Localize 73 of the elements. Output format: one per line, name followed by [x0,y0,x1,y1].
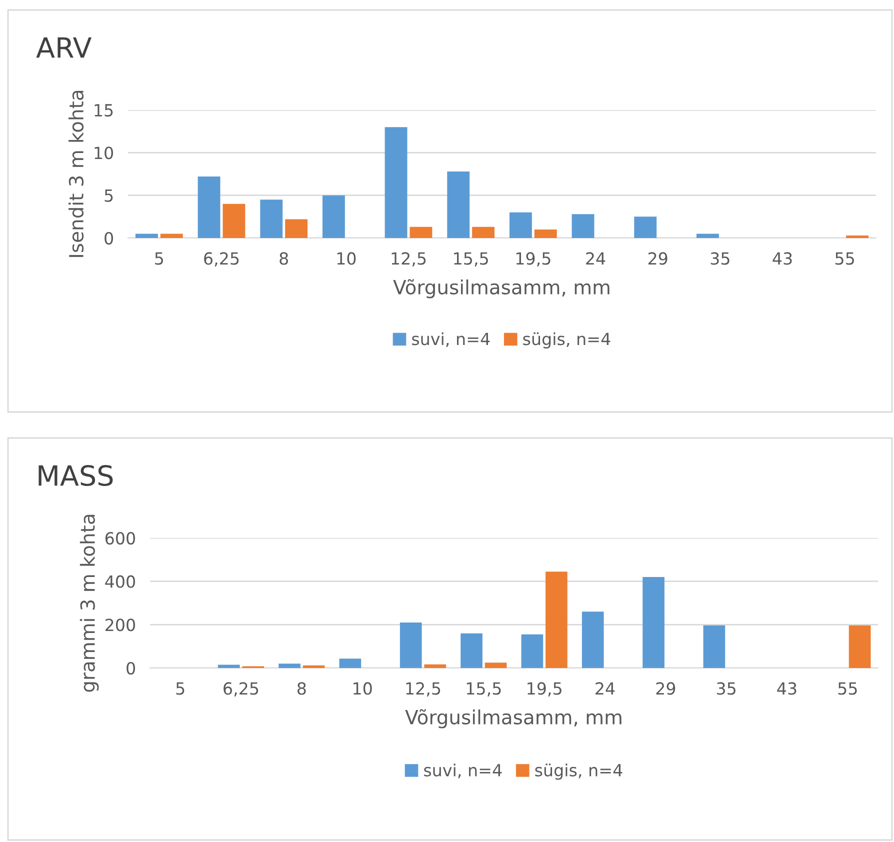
y-tick-label: 10 [94,146,114,160]
x-tick-label: 24 [596,682,615,695]
x-tick-label: 55 [836,252,854,265]
bar [447,171,470,238]
x-tick-label: 8 [280,252,288,265]
x-tick-label: 10 [354,682,372,695]
x-tick-label: 5 [155,252,164,265]
x-tick-label: 6,25 [204,252,239,266]
x-tick-label: 55 [838,682,857,695]
bar [472,226,495,238]
x-tick-label: 35 [717,682,736,695]
bar [634,216,657,238]
bar [198,176,220,238]
x-tick-label: 15,5 [466,682,501,696]
x-tick-label: 35 [710,252,730,265]
bar [460,633,482,668]
y-tick-label: 600 [105,532,136,545]
x-tick-label: 19,5 [516,252,550,266]
bar [135,234,158,238]
legend-label: sügis, n=4 [523,332,610,348]
x-tick-label: 29 [648,252,668,265]
y-tick-label: 400 [105,575,136,588]
x-tick-label: 43 [772,252,792,265]
bar [424,664,446,668]
x-tick-label: 6,25 [224,682,258,696]
y-tick-label: 0 [126,662,136,675]
x-tick-label: 24 [586,252,606,265]
bar [339,658,362,668]
bar [703,625,726,668]
bar [400,622,422,668]
bar [285,219,308,238]
bar [322,195,345,238]
legend-label: suvi, n=4 [424,764,502,778]
x-tick-label: 29 [656,682,676,695]
y-axis-title: grammi 3 m kohta [80,514,99,692]
bar [160,234,183,238]
bar [582,612,604,668]
bar [509,212,532,238]
bar [410,226,432,238]
bar [218,664,240,668]
bar [572,214,594,238]
x-axis-title: Võrgusilmasamm, mm [393,279,610,298]
bar [696,234,719,238]
chart-title: MASS [38,465,113,486]
y-tick-label: 5 [104,190,113,202]
x-tick-label: 12,5 [392,252,426,266]
bar [384,127,408,238]
x-tick-label: 5 [176,682,184,695]
y-tick-label: 15 [94,104,113,117]
bar [278,664,300,668]
bar [642,577,664,668]
x-tick-label: 15,5 [454,252,488,266]
bar [546,572,568,668]
bar [222,204,246,238]
bar [260,200,283,238]
x-tick-label: 19,5 [528,682,562,696]
bar [484,662,507,668]
bar [521,634,544,668]
chart-title: ARV [36,37,92,58]
y-tick-label: 0 [104,232,114,245]
x-axis-title: Võrgusilmasamm, mm [405,709,622,728]
y-axis-title: Isendit 3 m kohta [68,90,84,257]
x-tick-label: 43 [777,682,796,695]
x-tick-label: 12,5 [406,682,440,696]
legend-label: sügis, n=4 [535,764,622,780]
x-tick-label: 10 [337,252,356,265]
x-tick-label: 8 [297,682,306,695]
y-tick-label: 200 [106,618,136,632]
bar [534,229,557,238]
bar [848,625,871,668]
legend-label: suvi, n=4 [412,332,490,347]
bar [846,235,869,238]
bar [302,665,325,668]
